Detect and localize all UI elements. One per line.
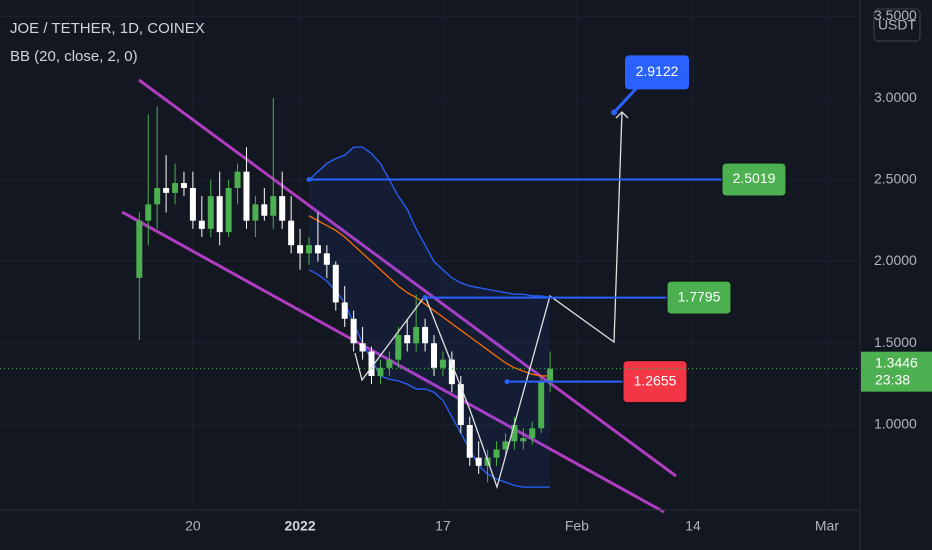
candle-body — [377, 367, 384, 376]
y-tick-label: 1.0000 — [874, 416, 917, 432]
projection-arrow — [615, 111, 629, 119]
level-label: 2.5019 — [733, 170, 776, 186]
level-anchor — [306, 176, 312, 182]
chart-title: JOE / TETHER, 1D, COINEX — [10, 20, 205, 37]
candle-body — [207, 196, 214, 229]
band-lower — [308, 269, 551, 488]
candle-body — [261, 204, 268, 216]
y-tick-label: 2.0000 — [874, 252, 917, 268]
candle-body — [386, 359, 393, 368]
target-point — [611, 109, 617, 116]
level-anchor — [504, 379, 510, 385]
candle-body — [234, 171, 241, 188]
candle-body — [547, 368, 554, 381]
candle-body — [368, 351, 375, 376]
channel-upper — [138, 78, 677, 478]
candle-body — [404, 335, 411, 344]
candle-body — [243, 171, 250, 221]
candle-body — [225, 187, 232, 233]
x-tick-label: 17 — [435, 518, 451, 534]
candle-body — [305, 245, 312, 254]
candle-body — [529, 428, 536, 439]
x-tick-label: Mar — [815, 518, 839, 534]
candle-body — [395, 335, 402, 360]
candle-body — [422, 326, 429, 344]
x-tick-label: 2022 — [284, 518, 315, 534]
level-anchor — [422, 295, 428, 301]
candle-body — [520, 438, 527, 442]
candle-body — [350, 318, 357, 344]
candle-body — [172, 183, 179, 193]
candle-body — [341, 302, 348, 319]
candle-body — [288, 220, 295, 246]
candle-body — [493, 449, 500, 458]
level-label: 1.2655 — [634, 372, 677, 388]
x-tick-label: 20 — [185, 518, 201, 534]
indicator-label: BB (20, close, 2, 0) — [10, 48, 138, 65]
candle-body — [216, 196, 223, 233]
candle-body — [314, 245, 321, 254]
candle-body — [457, 384, 464, 425]
band-upper — [308, 146, 551, 299]
candle-body — [189, 187, 196, 221]
candle-body — [502, 441, 509, 450]
projection-path — [354, 111, 623, 490]
currency: USDT — [878, 17, 917, 33]
candle-body — [270, 196, 277, 216]
level-label: 1.7795 — [678, 288, 721, 304]
level-box — [622, 360, 688, 404]
target-box — [625, 55, 689, 90]
candle-body — [466, 425, 473, 458]
y-tick-label: 1.5000 — [874, 334, 917, 350]
x-tick-label: Feb — [565, 518, 589, 534]
candle-body — [475, 457, 482, 466]
y-tick-label: 3.5000 — [874, 7, 917, 23]
candle-body — [359, 343, 366, 352]
target-label: 2.9122 — [636, 63, 679, 79]
candle-body — [279, 196, 286, 221]
candle-body — [145, 204, 152, 221]
countdown: 23:38 — [875, 371, 910, 387]
candle-body — [413, 326, 420, 344]
candle-body — [332, 264, 339, 303]
candle-body — [163, 187, 170, 193]
candle-body — [154, 187, 161, 205]
candle-body — [538, 380, 545, 429]
candle-body — [431, 343, 438, 368]
candle-body — [439, 359, 446, 368]
candle-body — [252, 204, 259, 221]
price-label: 1.3446 — [875, 354, 918, 370]
candle-body — [511, 425, 518, 442]
currency-box[interactable] — [873, 8, 921, 42]
candle-body — [323, 253, 330, 265]
y-tick-label: 3.0000 — [874, 89, 917, 105]
level-box — [721, 162, 787, 197]
channel-lower — [121, 210, 665, 514]
candle-body — [180, 183, 187, 188]
x-tick-label: 14 — [685, 518, 701, 534]
y-tick-label: 2.5000 — [874, 171, 917, 187]
price-box — [861, 351, 932, 392]
band-fill — [308, 147, 551, 488]
candle-body — [448, 359, 455, 385]
candle-body — [198, 220, 205, 229]
candle-body — [136, 220, 143, 278]
level-box — [666, 280, 732, 315]
candle-body — [297, 245, 304, 254]
